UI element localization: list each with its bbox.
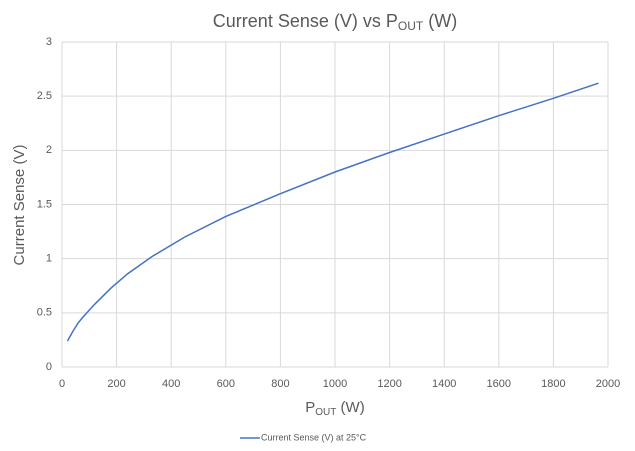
x-label-part: (W) bbox=[336, 399, 364, 416]
y-tick-label: 1.5 bbox=[37, 198, 52, 210]
x-tick-label: 1000 bbox=[323, 378, 347, 390]
y-tick-label: 2 bbox=[46, 144, 52, 156]
y-tick-label: 2.5 bbox=[37, 90, 52, 102]
x-tick-label: 0 bbox=[59, 378, 65, 390]
y-tick-label: 0 bbox=[46, 361, 52, 373]
x-tick-label: 200 bbox=[107, 378, 125, 390]
data-line bbox=[66, 82, 599, 342]
y-tick-label: 1 bbox=[46, 253, 52, 265]
chart-title: Current Sense (V) vs POUT (W) bbox=[213, 11, 457, 33]
x-tick-label: 2000 bbox=[596, 378, 620, 390]
y-tick-label: 3 bbox=[46, 36, 52, 48]
legend-label: Current Sense (V) at 25°C bbox=[261, 432, 367, 442]
x-axis-label: POUT (W) bbox=[305, 399, 364, 418]
y-axis-label: Current Sense (V) bbox=[11, 145, 28, 266]
x-label-part: P bbox=[305, 399, 315, 416]
x-tick-label: 1800 bbox=[541, 378, 565, 390]
y-tick-label: 0.5 bbox=[37, 307, 52, 319]
x-tick-label: 400 bbox=[162, 378, 180, 390]
x-tick-label: 800 bbox=[271, 378, 289, 390]
title-subscript: OUT bbox=[398, 19, 424, 33]
x-tick-label: 1600 bbox=[487, 378, 511, 390]
x-tick-label: 1400 bbox=[432, 378, 456, 390]
title-part: Current Sense (V) vs P bbox=[213, 11, 398, 31]
x-label-subscript: OUT bbox=[315, 407, 336, 418]
x-tick-label: 600 bbox=[217, 378, 235, 390]
x-tick-label: 1200 bbox=[377, 378, 401, 390]
title-part: (W) bbox=[423, 11, 457, 31]
